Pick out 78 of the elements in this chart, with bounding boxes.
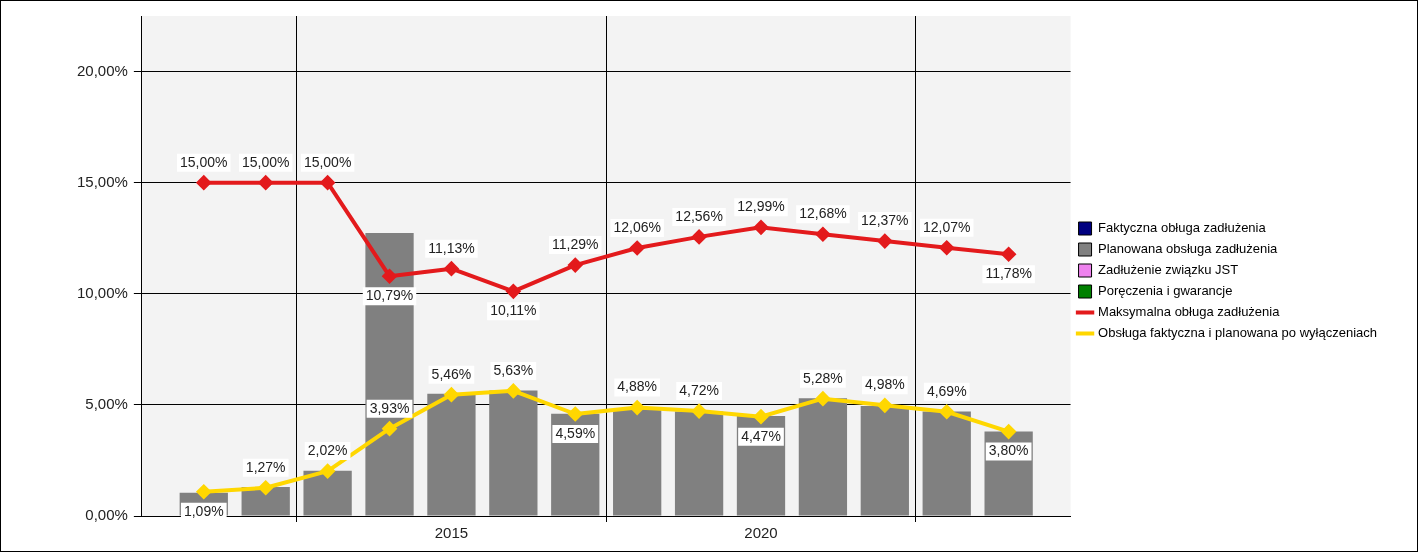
point [754, 409, 768, 424]
point [754, 220, 768, 235]
data-label: 4,88% [617, 378, 658, 395]
point [258, 175, 273, 190]
data-label: 12,07% [922, 218, 971, 235]
data-label: 12,99% [737, 198, 785, 215]
bar [303, 470, 352, 516]
data-label: 10,79% [365, 287, 414, 304]
legend-label: Maksymalna obługa zadłużenia [1098, 304, 1281, 320]
bar [241, 487, 290, 516]
data-label: 5,46% [431, 365, 472, 382]
point [196, 175, 211, 190]
point [444, 387, 459, 402]
point [877, 398, 892, 413]
point [258, 480, 273, 495]
data-label: 15,00% [241, 153, 290, 170]
bar [860, 406, 909, 516]
x-tick-label: 2015 [434, 524, 469, 542]
data-label: 10,11% [490, 302, 537, 319]
data-label: 2,02% [307, 441, 348, 458]
legend-label: Planowana obsługa zadłużenia [1098, 241, 1279, 257]
point [382, 269, 397, 284]
data-label: 4,47% [741, 427, 781, 444]
data-label: 11,29% [552, 235, 599, 252]
x-tick-label: 2020 [744, 524, 778, 542]
data-label: 15,00% [180, 153, 228, 170]
point [815, 227, 830, 242]
y-tick-label: 15,00% [77, 172, 128, 190]
y-tick-label: 0,00% [85, 506, 128, 524]
data-label: 5,63% [493, 361, 534, 378]
data-label: 12,37% [861, 211, 909, 228]
data-label: 3,93% [369, 399, 410, 416]
point [1001, 424, 1016, 439]
legend-label: Faktyczna obługa zadłużenia [1098, 220, 1267, 236]
data-label: 12,56% [675, 207, 723, 224]
legend-label: Poręczenia i gwarancje [1098, 283, 1233, 299]
point [692, 404, 707, 419]
bar [922, 411, 971, 516]
point [196, 484, 211, 499]
point [815, 391, 830, 406]
point [506, 284, 521, 299]
data-label: 15,00% [303, 153, 352, 170]
data-label: 1,09% [183, 502, 224, 519]
point [877, 234, 892, 249]
data-label: 1,27% [245, 458, 286, 475]
bar [674, 411, 724, 516]
point [939, 404, 954, 419]
bar [798, 398, 848, 516]
data-label: 12,68% [799, 205, 847, 222]
point [568, 258, 583, 273]
data-label: 5,28% [803, 369, 843, 386]
point [320, 175, 335, 190]
y-tick-label: 5,00% [85, 395, 128, 413]
legend-label: Obsługa faktyczna i planowana po wyłączeniach [1098, 325, 1378, 341]
point [444, 261, 459, 276]
point [568, 407, 583, 421]
point [320, 464, 335, 479]
bar [489, 390, 538, 516]
point [382, 421, 397, 436]
data-label: 4,72% [679, 381, 719, 398]
legend-label: Zadłużenie związku JST [1098, 262, 1239, 278]
point [506, 383, 521, 398]
point [692, 229, 707, 244]
data-label: 3,80% [988, 442, 1029, 459]
point [1001, 247, 1016, 262]
y-tick-label: 20,00% [77, 61, 128, 79]
data-label: 4,69% [926, 382, 967, 399]
data-label: 4,59% [555, 424, 596, 441]
point [630, 241, 645, 255]
y-tick-label: 10,00% [77, 283, 128, 301]
data-label: 4,98% [864, 376, 905, 393]
point [939, 240, 954, 255]
bar [613, 409, 662, 516]
bar [427, 393, 476, 516]
data-label: 11,78% [985, 265, 1032, 282]
data-label: 11,13% [428, 239, 475, 256]
data-label: 12,06% [613, 218, 661, 235]
point [630, 400, 645, 415]
